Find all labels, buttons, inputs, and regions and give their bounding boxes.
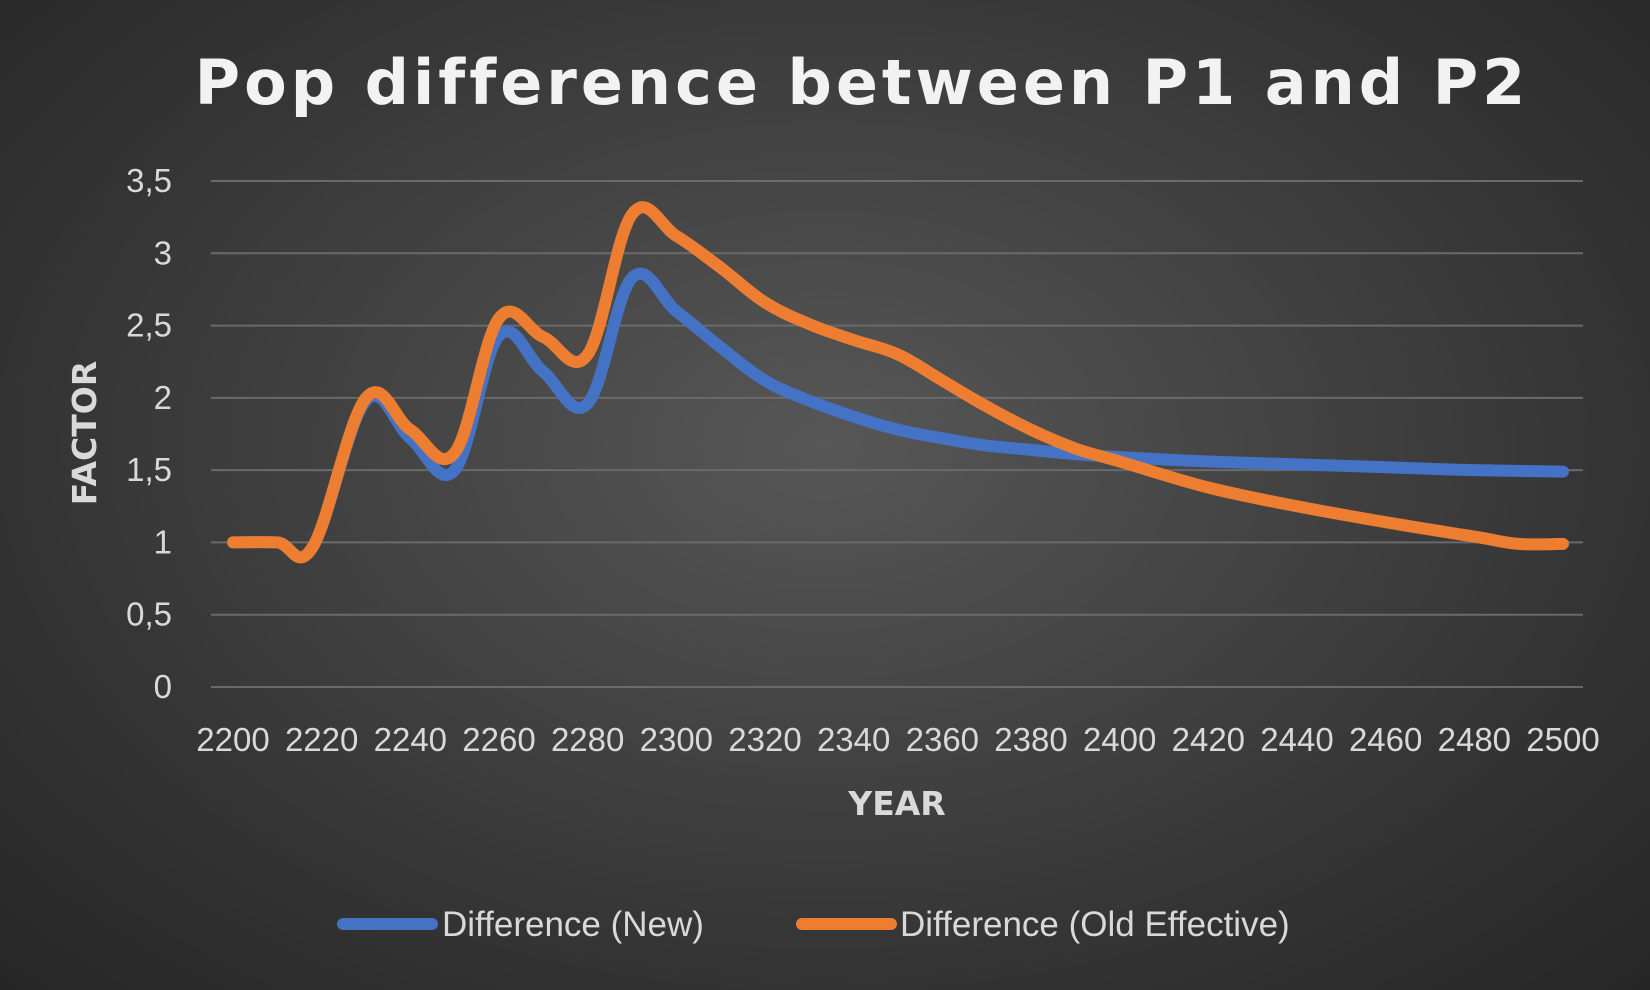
x-tick-label: 2420 (1172, 721, 1245, 758)
y-tick-label: 0,5 (126, 596, 172, 633)
y-tick-label: 1 (154, 523, 172, 560)
y-tick-label: 2,5 (126, 307, 172, 344)
x-tick-label: 2340 (817, 721, 890, 758)
x-tick-label: 2240 (374, 721, 447, 758)
x-tick-label: 2260 (462, 721, 535, 758)
y-tick-label: 3,5 (126, 162, 172, 199)
x-tick-label: 2480 (1438, 721, 1511, 758)
x-tick-label: 2200 (196, 721, 269, 758)
y-tick-label: 2 (154, 379, 172, 416)
legend-label: Difference (Old Effective) (900, 905, 1290, 944)
y-tick-label: 1,5 (126, 451, 172, 488)
x-axis-tick-labels: 2200 2220 2240 2260 2280 2300 2320 2340 2360 2380… (196, 721, 1599, 758)
x-tick-label: 2360 (906, 721, 979, 758)
y-axis-title: FACTOR (65, 361, 104, 506)
legend: Difference (New) Difference (Old Effectiv… (337, 905, 1290, 944)
series-line-difference-old-effective (227, 201, 1569, 564)
legend-label: Difference (New) (442, 905, 704, 944)
x-tick-label: 2320 (728, 721, 801, 758)
x-tick-label: 2440 (1260, 721, 1333, 758)
x-tick-label: 2400 (1083, 721, 1156, 758)
x-tick-label: 2280 (551, 721, 624, 758)
series-lines (227, 201, 1569, 564)
y-tick-label: 0 (154, 668, 172, 705)
chart-title: Pop difference between P1 and P2 (195, 46, 1530, 119)
series-line-difference-new (227, 267, 1569, 564)
x-tick-label: 2460 (1349, 721, 1422, 758)
y-axis-tick-labels: 0 0,5 1 1,5 2 2,5 3 3,5 (126, 162, 172, 705)
x-tick-label: 2220 (285, 721, 358, 758)
x-tick-label: 2380 (994, 721, 1067, 758)
x-tick-label: 2300 (640, 721, 713, 758)
x-tick-label: 2500 (1526, 721, 1599, 758)
x-axis-title: YEAR (847, 784, 945, 823)
y-tick-label: 3 (154, 234, 172, 271)
